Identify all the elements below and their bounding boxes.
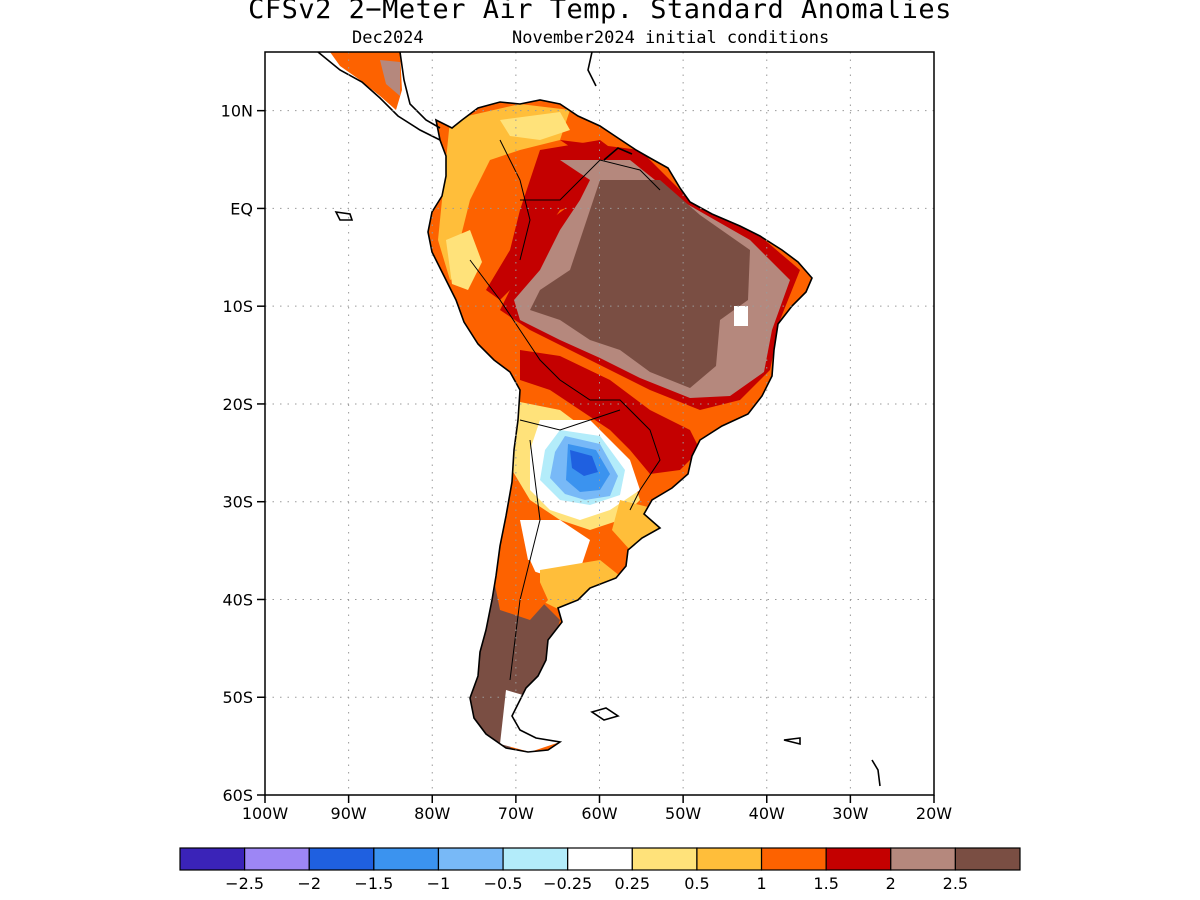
lon-tick-label: 80W [414,804,450,823]
lat-tick-label: 60S [222,786,253,805]
south-georgia [871,759,881,787]
colorbar-swatch [308,847,375,871]
central-america-caribbean-coast [399,52,441,129]
forecast-month: Dec2024 [352,28,424,48]
lon-tick-label: 70W [498,804,534,823]
colorbar-label: −0.25 [543,874,592,893]
venezuela-light-patch [500,112,570,140]
lat-tick-label: EQ [230,199,253,218]
lon-tick-label: 30W [832,804,868,823]
colorbar-swatch [825,847,892,871]
lon-tick-label: 100W [242,804,289,823]
lon-tick-label: 90W [331,804,367,823]
border-colombia [499,139,531,261]
colorbar-swatch [373,847,440,871]
caribbean-islands [587,52,633,161]
ecuador-light-patch [446,230,482,290]
colorbar-label: 2 [886,874,896,893]
lon-tick-label: 20W [916,804,952,823]
colorbar-swatch [244,847,310,871]
longitude-axis: 100W 90W 80W 70W 60W 50W 40W 30W 20W [242,795,952,823]
border-north [520,159,661,201]
central-america-pacific-coast [317,52,441,141]
colorbar-label: 1.5 [813,874,838,893]
colorbar-label: 0.5 [684,874,709,893]
border-south [519,409,621,431]
colorbar-label: −2 [297,874,321,893]
colorbar-swatch [954,847,1021,871]
colorbar-swatch [437,847,504,871]
coastlines [317,52,881,787]
lon-tick-label: 60W [581,804,617,823]
border-west [469,259,661,511]
lat-tick-label: 30S [222,493,253,512]
colorbar: −2.5 −2 −1.5 −1 −0.5 −0.25 0.25 0.5 1 1.5 2 2.5 [179,847,1021,893]
lat-tick-label: 50S [222,688,253,707]
cool-core [570,450,598,476]
brazil-brown-core [530,180,750,388]
lat-tick-label: 10N [221,102,253,121]
islands [334,210,801,746]
colorbar-swatch [631,847,698,871]
colorbar-swatch [502,847,569,871]
central-america-rose [380,60,400,96]
colorbar-label: −1 [427,874,451,893]
nw-warm-patch [438,104,570,280]
colorbar-swatch [179,847,246,871]
lat-tick-label: 10S [222,297,253,316]
lat-tick-label: 20S [222,395,253,414]
lon-tick-label: 50W [665,804,701,823]
patagonia-north-orange [490,560,548,620]
country-borders [469,139,661,681]
colorbar-swatch [567,847,633,871]
colorbar-label: −2.5 [225,874,264,893]
border-andes [509,439,541,681]
colorbar-label: 2.5 [943,874,968,893]
lon-tick-label: 40W [749,804,785,823]
colorbar-label: 1 [756,874,766,893]
colorbar-label: −0.5 [484,874,523,893]
colorbar-swatch [760,847,827,871]
colorbar-swatch [890,847,956,871]
colorbar-swatch [696,847,763,871]
south-central-red [520,350,700,474]
lat-tick-label: 40S [222,590,253,609]
latitude-axis: 10N EQ 10S 20S 30S 40S 50S 60S [221,102,265,805]
pampas-warm [540,560,625,610]
colorbar-label: −1.5 [354,874,393,893]
map-title: CFSv2 2−Meter Air Temp. Standard Anomali… [248,0,952,25]
initial-conditions: November2024 initial conditions [512,28,830,48]
brazil-neutral-cell [734,306,748,326]
colorbar-label: 0.25 [614,874,650,893]
